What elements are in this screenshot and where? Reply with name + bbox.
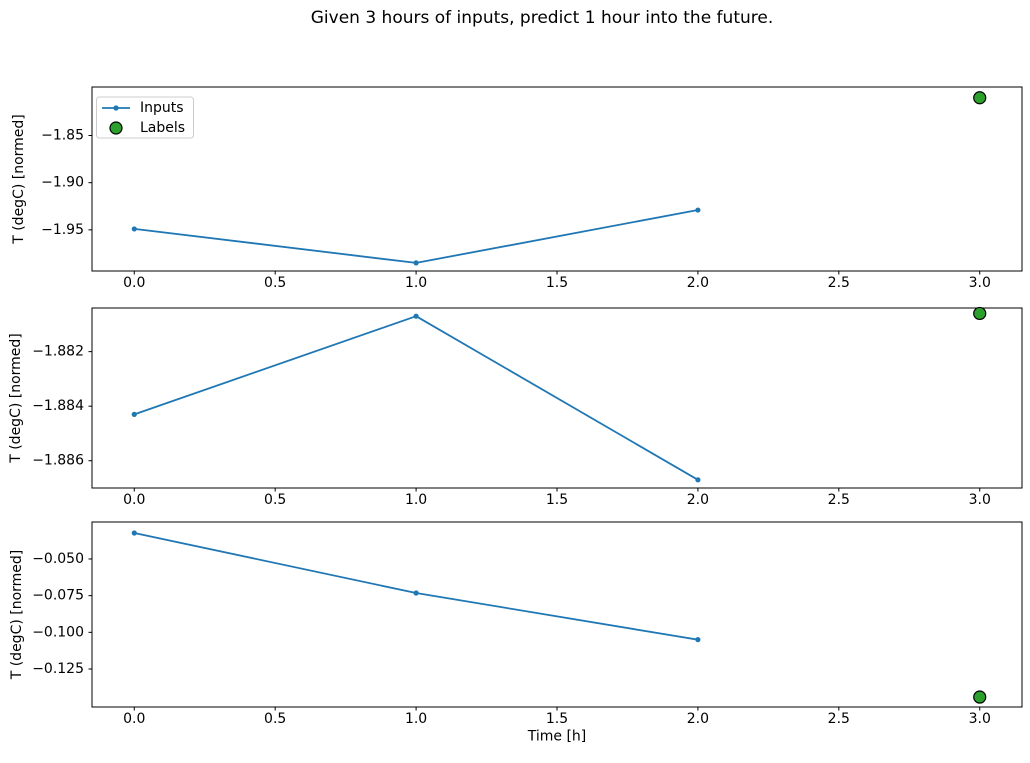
x-tick-label: 2.5 [828, 275, 850, 291]
x-tick-label: 3.0 [969, 711, 991, 727]
x-tick-label: 0.0 [123, 275, 145, 291]
x-tick-label: 2.5 [828, 492, 850, 508]
figure-title: Given 3 hours of inputs, predict 1 hour … [311, 8, 774, 28]
inputs-marker [695, 477, 701, 483]
y-tick-label: −1.85 [41, 128, 84, 144]
legend-labels-marker [109, 121, 123, 135]
inputs-marker [695, 207, 701, 213]
legend-inputs-marker [113, 105, 119, 111]
x-tick-label: 2.0 [687, 492, 709, 508]
x-tick-label: 2.0 [687, 711, 709, 727]
inputs-line [134, 532, 699, 641]
labels-point [973, 306, 987, 321]
x-tick-label: 1.0 [405, 275, 427, 291]
x-tick-label: 0.5 [264, 275, 286, 291]
inputs-marker [131, 411, 137, 417]
x-tick-label: 1.5 [546, 711, 568, 727]
y-axis-label: T (degC) [normed] [11, 114, 27, 245]
inputs-line [134, 209, 699, 264]
legend-inputs-label: Inputs [140, 100, 184, 116]
y-tick-label: −0.075 [32, 588, 84, 604]
inputs-marker [695, 637, 701, 643]
x-tick-label: 1.0 [405, 492, 427, 508]
y-tick-label: −0.100 [32, 624, 84, 640]
x-tick-label: 0.5 [264, 492, 286, 508]
x-tick-label: 1.0 [405, 711, 427, 727]
subplot-3: −0.050 −0.075 −0.100 −0.125 0.0 0.5 1.0 1.5 2.0 2… [9, 521, 1023, 745]
inputs-marker [413, 260, 419, 266]
inputs-marker [131, 530, 137, 536]
inputs-line [134, 315, 699, 481]
x-tick-label: 1.5 [546, 492, 568, 508]
legend: Inputs Labels [96, 96, 194, 139]
y-tick-label: −0.125 [32, 661, 84, 677]
subplot-1: −1.85 −1.90 −1.95 0.0 0.5 1.0 1.5 2.0 2.5 3.0 T (d… [11, 86, 1023, 291]
x-tick-label: 3.0 [969, 275, 991, 291]
inputs-marker [413, 313, 419, 319]
y-tick-label: −1.884 [32, 398, 84, 414]
inputs-marker [131, 226, 137, 232]
subplot-2: −1.882 −1.884 −1.886 0.0 0.5 1.0 1.5 2.0 2.5 3.0 T… [8, 306, 1023, 508]
inputs-marker [413, 590, 419, 596]
y-tick-label: −1.95 [41, 222, 84, 238]
y-tick-label: −1.882 [32, 344, 84, 360]
x-tick-label: 0.0 [123, 492, 145, 508]
y-axis-label: T (degC) [normed] [9, 550, 25, 681]
x-tick-label: 0.5 [264, 711, 286, 727]
y-tick-label: −1.886 [32, 453, 84, 469]
subplots-group: −1.85 −1.90 −1.95 0.0 0.5 1.0 1.5 2.0 2.5 3.0 T (d… [8, 86, 1023, 745]
y-tick-label: −0.050 [32, 551, 84, 567]
x-tick-label: 1.5 [546, 275, 568, 291]
x-axis-label: Time [h] [527, 729, 587, 745]
x-tick-label: 2.0 [687, 275, 709, 291]
plot-area-border [91, 521, 1023, 708]
x-tick-label: 0.0 [123, 711, 145, 727]
y-axis-label: T (degC) [normed] [8, 333, 24, 464]
x-tick-label: 3.0 [969, 492, 991, 508]
plot-area-border [91, 86, 1023, 272]
labels-point [973, 91, 987, 105]
y-tick-label: −1.90 [41, 175, 84, 191]
legend-labels-label: Labels [140, 120, 185, 136]
labels-point [973, 690, 987, 704]
x-tick-label: 2.5 [828, 711, 850, 727]
